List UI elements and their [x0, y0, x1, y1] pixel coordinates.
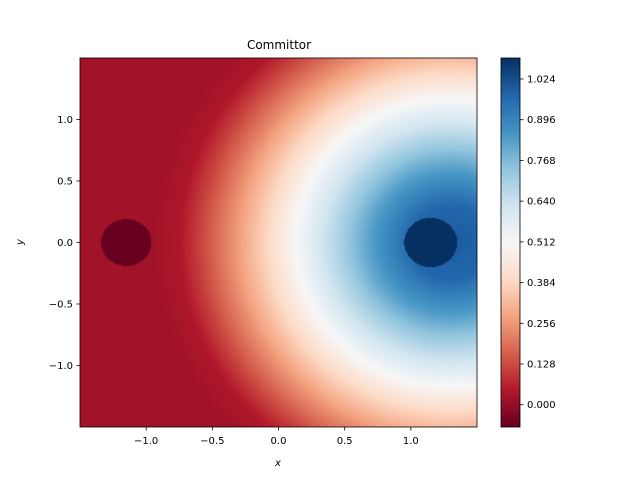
- x-axis-label: x: [274, 458, 281, 469]
- colorbar-tick-label: 1.024: [527, 74, 556, 85]
- colorbar-tick-label: 0.000: [527, 400, 556, 411]
- x-tick-label: −1.0: [134, 436, 158, 447]
- colorbar-frame: [500, 57, 521, 428]
- chart-title: Committor: [247, 38, 311, 52]
- colorbar-tick-label: 0.256: [527, 319, 556, 330]
- colorbar-tick-label: 0.640: [527, 197, 556, 208]
- y-tick-label: 0.5: [57, 177, 73, 188]
- y-axis-ticks: −1.0 −0.5 0.0 0.5 1.0: [49, 115, 80, 372]
- y-tick-label: 0.0: [57, 238, 73, 249]
- x-tick-label: −0.5: [200, 436, 224, 447]
- heatmap-area: [80, 58, 477, 427]
- y-tick-label: −1.0: [49, 361, 73, 372]
- y-tick-label: 1.0: [57, 115, 73, 126]
- colorbar: [501, 58, 520, 427]
- x-tick-label: 0.5: [337, 436, 353, 447]
- colorbar-tick-label: 0.128: [527, 360, 556, 371]
- colorbar-tick-label: 0.512: [527, 237, 556, 248]
- x-tick-label: 1.0: [403, 436, 419, 447]
- y-axis-label: y: [15, 238, 26, 246]
- colorbar-tick-label: 0.384: [527, 278, 556, 289]
- colorbar-tick-label: 0.896: [527, 115, 556, 126]
- y-tick-label: −0.5: [49, 300, 73, 311]
- x-tick-label: 0.0: [271, 436, 287, 447]
- colorbar-ticks: 0.000 0.128 0.256 0.384 0.512 0.640 0.768 0.896…: [520, 74, 556, 411]
- colorbar-tick-label: 0.768: [527, 156, 556, 167]
- x-axis-ticks: −1.0 −0.5 0.0 0.5 1.0: [134, 427, 419, 447]
